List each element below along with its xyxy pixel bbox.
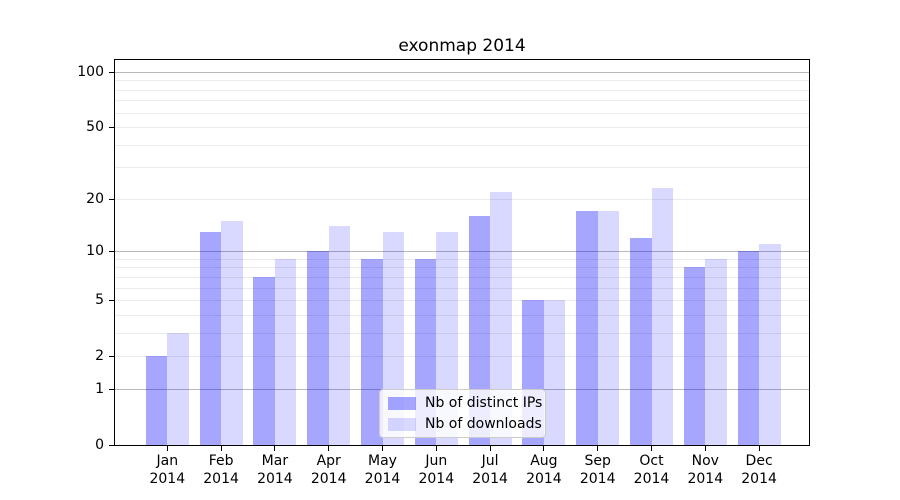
y-tick-mark [109,127,114,129]
x-tick-mark [328,446,330,451]
gridline-major [115,71,809,73]
gridline-minor [115,300,809,302]
x-tick-label: May 2014 [364,453,401,487]
gridline-minor [115,100,809,102]
bar-distinct-ips [361,258,383,445]
x-tick-label: Feb 2014 [203,453,239,487]
gridline-minor [115,112,809,114]
x-tick-label: Nov 2014 [687,453,724,487]
gridline-minor [115,332,809,334]
x-tick-mark [382,446,383,451]
x-tick-mark [651,446,652,451]
x-tick-label: Apr 2014 [310,453,347,487]
bar-distinct-ips [737,251,760,445]
gridline-minor [115,144,809,146]
y-tick-label: 5 [95,292,104,309]
x-tick-mark [274,446,276,451]
x-tick-mark [435,446,437,451]
gridline-minor [115,356,809,358]
bar-downloads [543,300,566,445]
bar-distinct-ips [307,251,329,445]
y-tick-mark [109,251,114,253]
y-tick-label: 50 [86,119,104,136]
bar-distinct-ips [630,237,652,445]
gridline-minor [115,167,809,169]
x-tick-mark [597,446,599,451]
bar-downloads [651,188,673,445]
x-tick-label: Oct 2014 [633,453,670,487]
legend-swatch-distinct-ips [388,396,416,410]
y-tick-label: 10 [86,243,104,260]
bar-downloads [490,191,512,445]
x-tick-label: Mar 2014 [257,453,293,487]
bar-distinct-ips [145,356,168,445]
y-tick-mark [109,356,114,358]
y-tick-mark [109,198,114,200]
x-tick-label: Aug 2014 [526,453,562,487]
gridline-minor [115,276,809,278]
x-tick-mark [704,446,706,451]
gridline-minor [115,127,809,129]
bar-downloads [597,211,620,445]
gridline-minor [115,258,809,260]
y-tick-mark [109,71,114,73]
bar-distinct-ips [199,231,222,445]
x-tick-mark [166,446,168,451]
chart-title: exonmap 2014 [398,36,526,56]
bar-downloads [274,258,297,445]
gridline-minor [115,89,809,91]
y-tick-mark [109,300,114,302]
x-tick-mark [489,446,491,451]
bar-downloads [328,226,351,445]
y-tick-label: 100 [77,63,104,80]
y-tick-label: 20 [86,190,104,207]
gridline-major [115,251,809,253]
legend: Nb of distinct IPs Nb of downloads [379,389,546,438]
bar-distinct-ips [253,276,275,445]
x-tick-label: Jan 2014 [149,453,186,487]
bar-downloads [759,244,781,445]
x-tick-label: Dec 2014 [741,453,777,487]
gridline-minor [115,80,809,82]
bar-downloads [705,258,727,445]
x-tick-label: Jul 2014 [472,453,508,487]
legend-swatch-downloads [388,417,416,431]
bar-downloads [221,220,243,445]
legend-item-distinct-ips: Nb of distinct IPs [388,394,542,412]
x-tick-mark [220,446,222,451]
y-tick-mark [109,389,114,390]
bar-distinct-ips [576,211,598,445]
gridline-minor [115,198,809,200]
x-tick-mark [543,446,545,451]
y-tick-label: 1 [95,381,104,397]
gridline-minor [115,314,809,316]
plot-area: Nb of distinct IPs Nb of downloads [114,59,810,446]
legend-label-distinct-ips: Nb of distinct IPs [425,395,543,411]
x-tick-label: Jun 2014 [418,453,455,487]
legend-label-downloads: Nb of downloads [425,416,542,432]
gridline-minor [115,267,809,269]
y-tick-mark [109,445,114,446]
legend-item-downloads: Nb of downloads [388,415,542,433]
bar-distinct-ips [468,215,491,445]
y-tick-label: 0 [95,437,104,453]
gridline-minor [115,287,809,289]
x-tick-mark [758,446,760,451]
bar-downloads [167,332,189,445]
bar-distinct-ips [683,267,706,445]
y-tick-label: 2 [95,348,104,365]
x-tick-label: Sep 2014 [579,453,616,487]
